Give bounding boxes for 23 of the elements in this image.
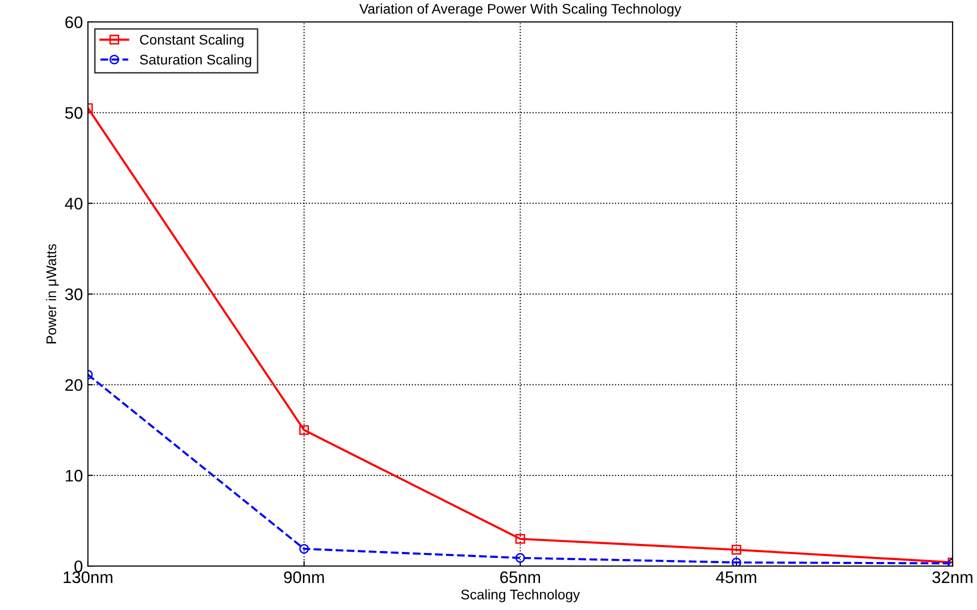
point: [732, 544, 742, 555]
x-tick-label: 130nm: [64, 571, 112, 584]
y-tick-label: 60: [65, 16, 82, 28]
legend-label: Constant Scaling: [140, 34, 244, 48]
y-tick-label: 30: [65, 288, 82, 300]
y-tick-label: 20: [65, 379, 82, 391]
y-tick-label: 50: [65, 107, 82, 119]
y-tick-label: 40: [64, 198, 82, 210]
chart-title: Variation of Average Power With Scaling Technology: [359, 4, 682, 17]
point: [732, 558, 742, 566]
x-tick-label: 65nm: [500, 571, 540, 584]
x-tick-label: 90nm: [284, 571, 324, 584]
point: [299, 544, 309, 554]
x-tick-label: 45nm: [716, 572, 756, 584]
point: [515, 534, 526, 544]
x-axis-title: Scaling Technology: [461, 589, 580, 602]
x-tick-label: 32nm: [932, 571, 972, 584]
y-axis-title: Power in μWatts: [46, 244, 59, 344]
y-tick-label: 10: [66, 470, 82, 482]
legend-label: Saturation Scaling: [140, 54, 252, 68]
point: [299, 425, 309, 435]
y-tick-label: 0: [74, 560, 82, 572]
point: [515, 553, 526, 563]
